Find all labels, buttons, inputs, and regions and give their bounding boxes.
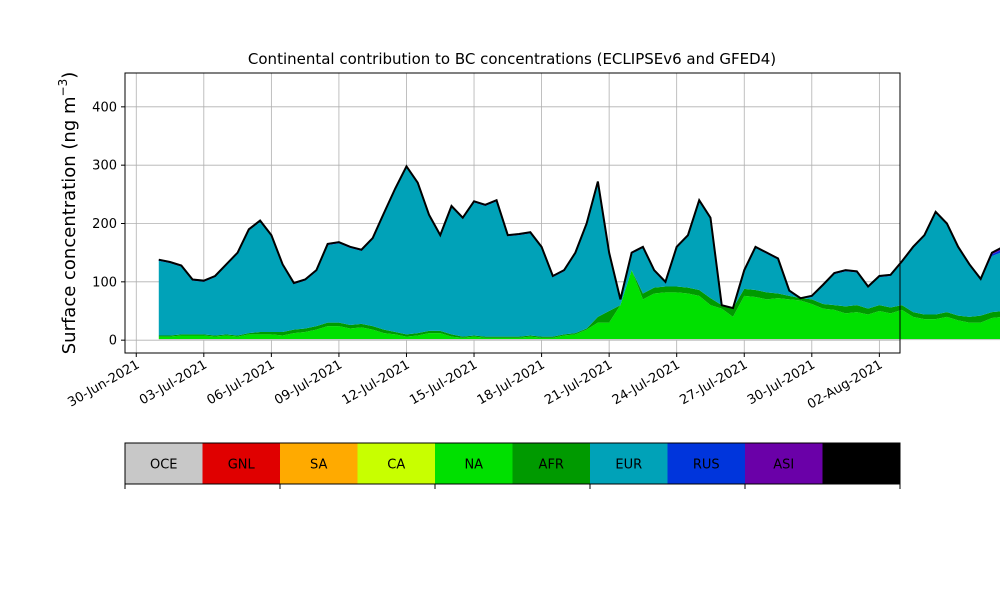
colorbar-frame — [124, 442, 901, 485]
colorbar-swatch-na — [435, 443, 513, 484]
colorbar-label-oce: OCE — [150, 458, 178, 473]
colorbar-label-asi: ASI — [773, 458, 794, 473]
colorbar-label-rus: RUS — [693, 458, 720, 473]
colorbar: OCE GNL SA CA NA AFR EUR RUS ASI AUS — [124, 442, 901, 489]
y-axis-label-text: Surface concentration (ng m — [59, 96, 80, 354]
colorbar-swatch-afr — [512, 443, 590, 484]
y-axis-label-superscript: −3 — [56, 79, 70, 97]
y-tick-label: 400 — [92, 100, 117, 115]
colorbar-label-aus: AUS — [848, 458, 875, 473]
area-eur — [158, 167, 1000, 337]
colorbar-swatch-ca — [357, 443, 435, 484]
plot-area — [124, 72, 1000, 354]
colorbar-label-na: NA — [464, 458, 483, 473]
colorbar-swatch-asi — [745, 443, 823, 484]
colorbar-swatch-sa — [280, 443, 358, 484]
y-axis-label: Surface concentration (ng m−3) — [56, 72, 80, 355]
colorbar-label-ca: CA — [387, 458, 405, 473]
colorbar-label-afr: AFR — [539, 458, 564, 473]
y-axis: 0 100 200 300 400 — [92, 100, 125, 349]
colorbar-swatch-gnl — [202, 443, 280, 484]
y-axis-label-close: ) — [59, 72, 80, 79]
area-oce — [158, 339, 1000, 341]
colorbar-swatch-aus — [822, 443, 900, 484]
chart-title: Continental contribution to BC concentra… — [248, 50, 776, 68]
y-tick-label: 100 — [92, 275, 117, 290]
colorbar-swatch-rus — [667, 443, 745, 484]
y-tick-label: 200 — [92, 217, 117, 232]
total-concentration-line — [158, 164, 1000, 310]
area-na — [158, 270, 1000, 339]
y-tick-label: 300 — [92, 159, 117, 174]
plot-frame — [124, 72, 901, 354]
y-tick-label: 0 — [109, 334, 117, 349]
colorbar-swatch-eur — [590, 443, 668, 484]
stacked-areas — [158, 166, 1000, 341]
colorbar-swatch-oce — [125, 443, 203, 484]
colorbar-label-sa: SA — [310, 458, 327, 473]
colorbar-label-gnl: GNL — [228, 458, 256, 473]
colorbar-label-eur: EUR — [615, 458, 642, 473]
